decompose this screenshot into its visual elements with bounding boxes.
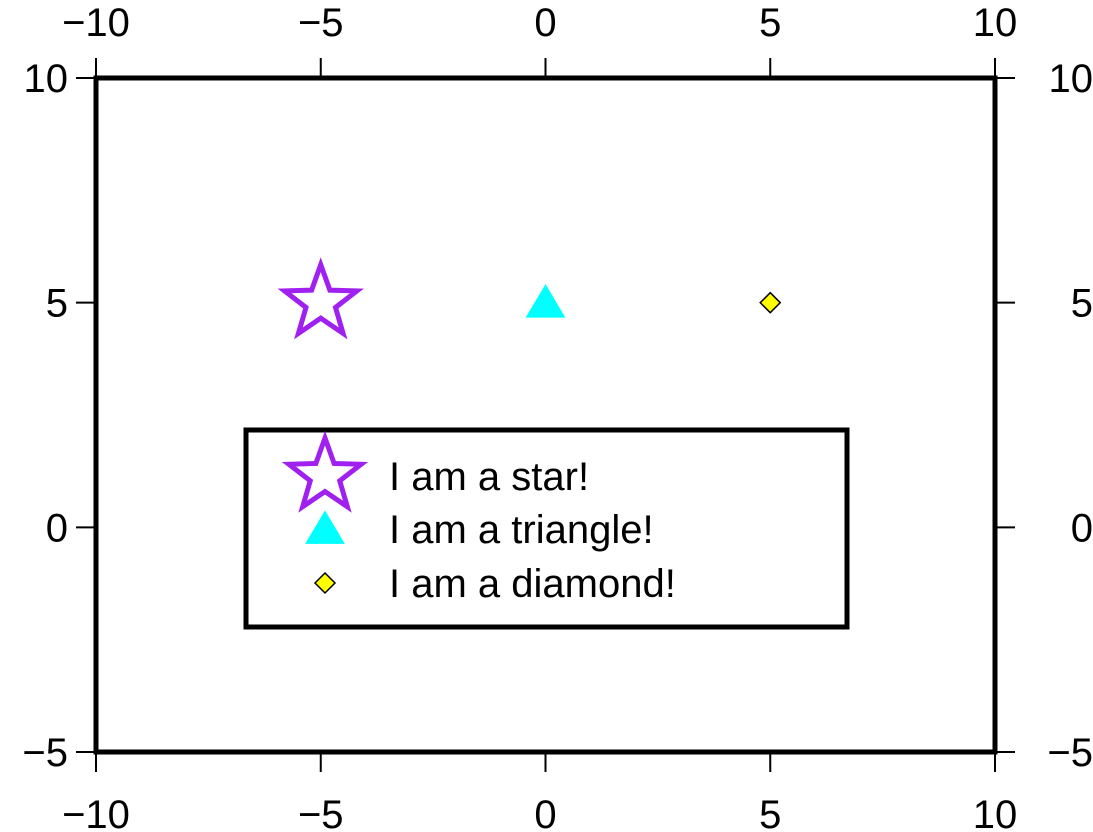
data-point-star — [277, 257, 364, 340]
x-tick-label-top: −10 — [62, 1, 130, 45]
legend-label: I am a diamond! — [389, 562, 676, 606]
x-tick-label-bottom: 10 — [973, 793, 1018, 832]
axis-ticks: −10 −10 −5 −5 0 0 5 5 10 10 −5 −5 0 0 5 5 10 10 — [22, 1, 1093, 832]
legend-triangle-icon — [305, 510, 345, 544]
x-tick-label-bottom: 5 — [759, 793, 781, 832]
legend-label: I am a star! — [389, 455, 589, 499]
data-point-triangle — [525, 284, 566, 318]
x-tick-label-top: 0 — [534, 1, 556, 45]
data-point-diamond — [759, 291, 782, 314]
y-tick-label-right: 0 — [1071, 506, 1093, 550]
x-tick-label-bottom: −10 — [62, 793, 130, 832]
y-tick-label-right: 5 — [1071, 282, 1093, 326]
legend-star-icon — [281, 430, 369, 513]
x-tick-label-top: 5 — [759, 1, 781, 45]
data-points — [277, 257, 782, 340]
y-tick-label-left: 0 — [46, 506, 68, 550]
x-tick-label-bottom: −5 — [298, 793, 344, 832]
y-tick-label-right: −5 — [1047, 731, 1093, 775]
x-tick-label-top: −5 — [298, 1, 344, 45]
x-tick-label-bottom: 0 — [534, 793, 556, 832]
plot-frame — [93, 75, 998, 755]
y-tick-label-left: 5 — [46, 282, 68, 326]
y-tick-label-left: 10 — [24, 57, 69, 101]
x-tick-label-top: 10 — [973, 1, 1018, 45]
legend-label: I am a triangle! — [389, 508, 654, 552]
legend: I am a star! I am a triangle! I am a diamo… — [243, 427, 850, 630]
y-tick-label-right: 10 — [1049, 57, 1093, 101]
legend-diamond-icon — [313, 571, 337, 595]
legend-entries: I am a star! I am a triangle! I am a diamo… — [281, 430, 676, 606]
y-tick-label-left: −5 — [22, 731, 68, 775]
